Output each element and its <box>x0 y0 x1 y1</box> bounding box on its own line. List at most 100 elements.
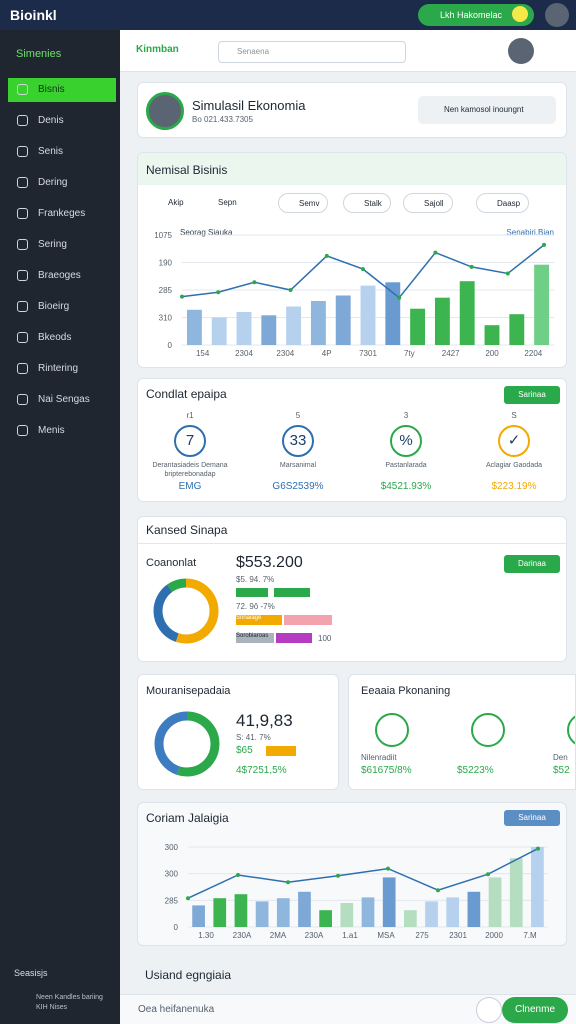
bar <box>509 858 523 927</box>
nav-item[interactable]: Sering <box>8 233 116 257</box>
top-bar: Bioinkl Lkh Hakomelac <box>0 0 576 30</box>
nav-icon <box>17 425 28 436</box>
card-button[interactable]: Sarinaa <box>504 386 560 404</box>
bar <box>284 615 332 625</box>
y-tick-label: 0 <box>168 341 173 350</box>
y-tick-label: 310 <box>159 314 173 323</box>
x-tick-label: 230A <box>305 931 324 940</box>
bar <box>509 314 525 345</box>
nav-icon <box>17 332 28 343</box>
avatar[interactable] <box>545 3 569 27</box>
bottom-search[interactable]: Oea heifanenuka <box>138 1004 215 1015</box>
y-tick-label: 0 <box>174 923 179 932</box>
nav-item[interactable]: Bkeods <box>8 326 116 350</box>
tab[interactable]: Akip <box>168 198 184 207</box>
tab[interactable]: Sajoll <box>403 193 453 213</box>
bar <box>286 306 302 345</box>
line-point <box>436 888 440 893</box>
avatar[interactable] <box>508 38 534 64</box>
nav-item[interactable]: Bisnis <box>8 78 116 102</box>
nav-icon <box>17 301 28 312</box>
gauge: % <box>390 425 422 457</box>
bar <box>446 897 460 927</box>
line-point <box>324 253 329 258</box>
sidebar: Simenies Bisnis Denis Senis Dering Frankeges… <box>0 30 120 1024</box>
line-point <box>336 873 340 878</box>
line-point <box>469 264 474 269</box>
gauge-top: r1 <box>186 411 194 420</box>
nav-item[interactable]: Braeoges <box>8 264 116 288</box>
section-title: Usiand egngiaia <box>145 968 232 982</box>
card-header <box>138 153 566 185</box>
gauge-top: S <box>511 411 517 420</box>
profile-photo <box>146 92 184 130</box>
line-point <box>252 280 257 285</box>
profile-id: Bo 021.433.7305 <box>192 115 253 124</box>
nav-item[interactable]: Nai Sengas <box>8 388 116 412</box>
nav-item[interactable]: Senis <box>8 140 116 164</box>
top-button[interactable]: Lkh Hakomelac <box>418 4 534 26</box>
tab[interactable]: Stalk <box>343 193 391 213</box>
gauge-value: G6S2539% <box>272 481 324 492</box>
nav-item[interactable]: Frankeges <box>8 202 116 226</box>
bottom-button[interactable]: Clnenme <box>502 997 568 1023</box>
bar <box>276 633 312 643</box>
bar <box>236 312 252 345</box>
gauge-label: Derantasiadeis Demana bripterebonadap <box>152 462 228 478</box>
bar <box>266 746 296 756</box>
chart-link[interactable]: Senabiri.Bian <box>506 228 554 237</box>
x-tick-label: 275 <box>415 931 429 940</box>
gauge-top: 3 <box>403 411 409 420</box>
line-point <box>288 288 293 292</box>
x-tick-label: MSA <box>377 931 395 940</box>
x-tick-label: 200 <box>485 349 499 358</box>
tab[interactable]: Sepn <box>218 198 237 207</box>
x-tick-label: 2304 <box>235 349 253 358</box>
overview-card: Nemisal Bisinis Akip Sepn Semv Stalk Sajoll D… <box>137 152 567 368</box>
card-button[interactable]: Sarinaa <box>504 810 560 826</box>
bar <box>434 297 450 345</box>
bar <box>467 891 481 927</box>
line-point <box>180 294 184 299</box>
search[interactable]: Senaena <box>218 41 406 63</box>
gauge-value: $223.19% <box>491 481 537 492</box>
nav-item[interactable]: Bioeirg <box>8 295 116 319</box>
item-value: $61675/8% <box>361 765 412 776</box>
x-tick-label: 2301 <box>449 931 467 940</box>
sub: $5. 94. 7% <box>236 575 275 584</box>
card-button[interactable]: Darinaa <box>504 555 560 573</box>
gauge-top: 5 <box>295 411 301 420</box>
gauge: 33 <box>282 425 314 457</box>
nav-item[interactable]: Menis <box>8 419 116 443</box>
gauge-card: Condlat epaipa Sarinaa r1 7 Derantasiadeis… <box>137 378 567 502</box>
x-tick-label: 154 <box>196 349 210 358</box>
profile-button[interactable]: Nen kamosol inoungnt <box>418 96 556 124</box>
tag: Sorobiaroas <box>236 633 274 643</box>
donut-segment <box>154 711 220 777</box>
x-tick-label: 2204 <box>524 349 542 358</box>
x-tick-label: 1.30 <box>198 931 214 940</box>
moura-card: Mouranisepadaia 41,9,83 S: 41. 7% $65 4$… <box>137 674 339 790</box>
tag: 100 <box>318 634 332 643</box>
bottom-bar: Oea heifanenuka Clnenme <box>120 994 576 1024</box>
header-title: Kinmban <box>136 44 179 55</box>
bar <box>404 910 417 927</box>
tab[interactable]: Semv <box>278 193 329 213</box>
nav-item[interactable]: Dering <box>8 171 116 195</box>
line-point <box>286 880 290 885</box>
bar <box>534 264 550 345</box>
nav-item[interactable]: Rintering <box>8 357 116 381</box>
tab[interactable]: Daasp <box>476 193 530 213</box>
nav-icon <box>17 115 28 126</box>
footer-line: KIH Nises <box>36 1004 68 1011</box>
amount: $553.200 <box>236 554 303 571</box>
icon-button[interactable] <box>476 997 502 1023</box>
divider <box>138 543 566 544</box>
nav-item[interactable]: Denis <box>8 109 116 133</box>
toggle[interactable] <box>512 6 528 22</box>
card-title: Nemisal Bisinis <box>146 163 228 177</box>
line-point <box>397 295 402 300</box>
y-tick-label: 300 <box>165 843 179 852</box>
bar <box>531 847 544 927</box>
bar <box>425 901 438 927</box>
